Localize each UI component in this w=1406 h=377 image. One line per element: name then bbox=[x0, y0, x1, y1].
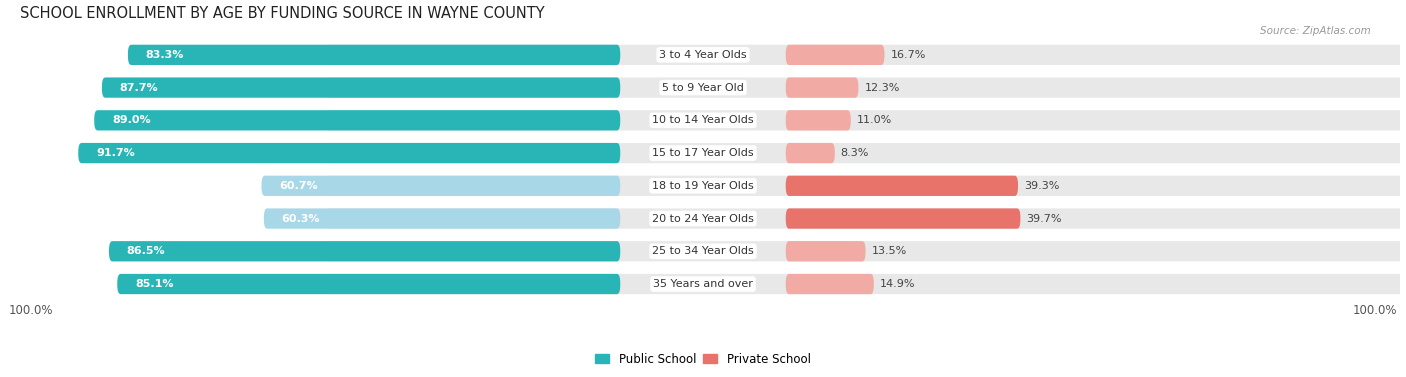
FancyBboxPatch shape bbox=[262, 176, 620, 196]
Text: 13.5%: 13.5% bbox=[872, 246, 907, 256]
FancyBboxPatch shape bbox=[101, 77, 620, 98]
FancyBboxPatch shape bbox=[117, 274, 620, 294]
FancyBboxPatch shape bbox=[325, 143, 1406, 163]
Text: 86.5%: 86.5% bbox=[127, 246, 166, 256]
Text: 83.3%: 83.3% bbox=[146, 50, 184, 60]
Text: 3 to 4 Year Olds: 3 to 4 Year Olds bbox=[659, 50, 747, 60]
FancyBboxPatch shape bbox=[325, 208, 1406, 229]
Text: 18 to 19 Year Olds: 18 to 19 Year Olds bbox=[652, 181, 754, 191]
Text: 39.3%: 39.3% bbox=[1024, 181, 1059, 191]
FancyBboxPatch shape bbox=[325, 77, 1406, 98]
Text: 60.3%: 60.3% bbox=[281, 213, 321, 224]
FancyBboxPatch shape bbox=[325, 176, 1406, 196]
FancyBboxPatch shape bbox=[786, 77, 859, 98]
Text: 12.3%: 12.3% bbox=[865, 83, 900, 93]
Text: 25 to 34 Year Olds: 25 to 34 Year Olds bbox=[652, 246, 754, 256]
Text: Source: ZipAtlas.com: Source: ZipAtlas.com bbox=[1260, 26, 1371, 37]
Legend: Public School, Private School: Public School, Private School bbox=[591, 348, 815, 370]
FancyBboxPatch shape bbox=[786, 45, 884, 65]
Text: 91.7%: 91.7% bbox=[96, 148, 135, 158]
Text: 100.0%: 100.0% bbox=[1353, 304, 1398, 317]
Text: 100.0%: 100.0% bbox=[8, 304, 53, 317]
FancyBboxPatch shape bbox=[786, 110, 851, 130]
Text: 39.7%: 39.7% bbox=[1026, 213, 1062, 224]
FancyBboxPatch shape bbox=[264, 208, 620, 229]
FancyBboxPatch shape bbox=[325, 241, 1406, 261]
Text: 35 Years and over: 35 Years and over bbox=[652, 279, 754, 289]
Text: 15 to 17 Year Olds: 15 to 17 Year Olds bbox=[652, 148, 754, 158]
Text: 89.0%: 89.0% bbox=[112, 115, 150, 125]
Text: 10 to 14 Year Olds: 10 to 14 Year Olds bbox=[652, 115, 754, 125]
FancyBboxPatch shape bbox=[786, 176, 1018, 196]
Text: 20 to 24 Year Olds: 20 to 24 Year Olds bbox=[652, 213, 754, 224]
FancyBboxPatch shape bbox=[786, 143, 835, 163]
Text: 14.9%: 14.9% bbox=[880, 279, 915, 289]
Text: 5 to 9 Year Old: 5 to 9 Year Old bbox=[662, 83, 744, 93]
Text: SCHOOL ENROLLMENT BY AGE BY FUNDING SOURCE IN WAYNE COUNTY: SCHOOL ENROLLMENT BY AGE BY FUNDING SOUR… bbox=[20, 6, 544, 21]
FancyBboxPatch shape bbox=[786, 241, 866, 261]
FancyBboxPatch shape bbox=[325, 110, 1406, 130]
FancyBboxPatch shape bbox=[786, 208, 1021, 229]
FancyBboxPatch shape bbox=[94, 110, 620, 130]
Text: 11.0%: 11.0% bbox=[856, 115, 891, 125]
FancyBboxPatch shape bbox=[325, 274, 1406, 294]
FancyBboxPatch shape bbox=[128, 45, 620, 65]
Text: 16.7%: 16.7% bbox=[890, 50, 925, 60]
Text: 60.7%: 60.7% bbox=[280, 181, 318, 191]
Text: 85.1%: 85.1% bbox=[135, 279, 173, 289]
FancyBboxPatch shape bbox=[79, 143, 620, 163]
Text: 8.3%: 8.3% bbox=[841, 148, 869, 158]
Text: 87.7%: 87.7% bbox=[120, 83, 159, 93]
FancyBboxPatch shape bbox=[110, 241, 620, 261]
FancyBboxPatch shape bbox=[325, 45, 1406, 65]
FancyBboxPatch shape bbox=[786, 274, 873, 294]
